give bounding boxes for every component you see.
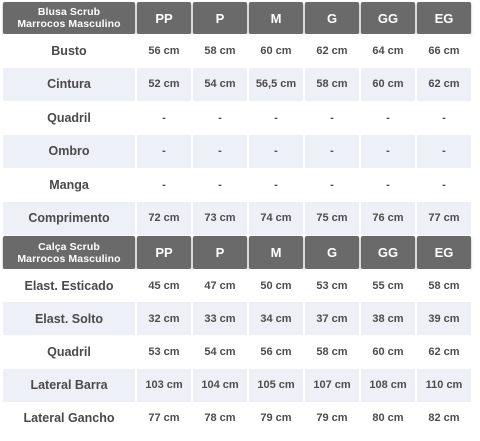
measurement-cell: 73 cm (193, 201, 247, 235)
row-label: Manga (3, 168, 135, 202)
measurement-cell: 52 cm (137, 67, 191, 101)
blusa-size-table: Blusa Scrub Marrocos Masculino PP P M G GG EG Bu… (3, 2, 477, 235)
measurement-cell: - (305, 168, 359, 202)
measurement-cell: - (361, 101, 415, 135)
measurement-cell: 72 cm (137, 201, 191, 235)
measurement-cell: - (361, 168, 415, 202)
measurement-cell: - (193, 134, 247, 168)
size-header-m: M (249, 236, 303, 269)
measurement-cell: - (249, 101, 303, 135)
measurement-cell: 62 cm (305, 34, 359, 68)
measurement-cell: 39 cm (417, 302, 471, 336)
calca-size-table: Calça Scrub Marrocos Masculino PP P M G GG EG El… (3, 236, 477, 435)
measurement-cell: 34 cm (249, 302, 303, 336)
size-header-eg: EG (417, 236, 471, 269)
measurement-cell: 107 cm (305, 368, 359, 402)
table-title-line2: Marrocos Masculino (17, 18, 121, 30)
size-header-g: G (305, 236, 359, 269)
measurement-cell: 38 cm (361, 302, 415, 336)
size-header-pp: PP (137, 2, 191, 34)
measurement-cell: - (137, 101, 191, 135)
measurement-cell: 103 cm (137, 368, 191, 402)
measurement-cell: - (417, 101, 471, 135)
measurement-cell: 56 cm (137, 34, 191, 68)
measurement-cell: 55 cm (361, 269, 415, 303)
table-title-line2: Marrocos Masculino (17, 252, 121, 265)
measurement-cell: 77 cm (137, 401, 191, 435)
measurement-cell: 105 cm (249, 368, 303, 402)
size-header-m: M (249, 2, 303, 34)
row-label: Elast. Solto (3, 302, 135, 336)
row-label: Lateral Gancho (3, 401, 135, 435)
size-header-p: P (193, 2, 247, 34)
measurement-cell: 75 cm (305, 201, 359, 235)
measurement-cell: 47 cm (193, 269, 247, 303)
measurement-cell: 32 cm (137, 302, 191, 336)
row-label: Busto (3, 34, 135, 68)
measurement-cell: 66 cm (417, 34, 471, 68)
measurement-cell: - (193, 168, 247, 202)
measurement-cell: 45 cm (137, 269, 191, 303)
measurement-cell: 56 cm (249, 335, 303, 369)
measurement-cell: 82 cm (417, 401, 471, 435)
measurement-cell: 58 cm (417, 269, 471, 303)
measurement-cell: - (249, 168, 303, 202)
measurement-cell: 60 cm (361, 335, 415, 369)
measurement-cell: 60 cm (249, 34, 303, 68)
measurement-cell: 64 cm (361, 34, 415, 68)
measurement-cell: 60 cm (361, 67, 415, 101)
measurement-cell: 58 cm (305, 335, 359, 369)
size-header-gg: GG (361, 236, 415, 269)
row-label: Comprimento (3, 201, 135, 235)
measurement-cell: - (249, 134, 303, 168)
measurement-cell: 104 cm (193, 368, 247, 402)
table-title: Blusa Scrub Marrocos Masculino (3, 2, 135, 34)
measurement-cell: 37 cm (305, 302, 359, 336)
row-label: Quadril (3, 335, 135, 369)
measurement-cell: - (137, 168, 191, 202)
size-header-gg: GG (361, 2, 415, 34)
measurement-cell: - (193, 101, 247, 135)
table-title-line1: Calça Scrub (38, 240, 100, 253)
measurement-cell: 50 cm (249, 269, 303, 303)
measurement-cell: 53 cm (137, 335, 191, 369)
measurement-cell: - (417, 134, 471, 168)
measurement-cell: 76 cm (361, 201, 415, 235)
measurement-cell: 78 cm (193, 401, 247, 435)
measurement-cell: 56,5 cm (249, 67, 303, 101)
measurement-cell: 79 cm (305, 401, 359, 435)
measurement-cell: - (137, 134, 191, 168)
row-label: Quadril (3, 101, 135, 135)
measurement-cell: 54 cm (193, 67, 247, 101)
measurement-cell: 77 cm (417, 201, 471, 235)
measurement-cell: - (305, 134, 359, 168)
row-label: Lateral Barra (3, 368, 135, 402)
table-title-line1: Blusa Scrub (37, 6, 101, 18)
measurement-cell: 53 cm (305, 269, 359, 303)
measurement-cell: 79 cm (249, 401, 303, 435)
measurement-cell: 58 cm (193, 34, 247, 68)
row-label: Cintura (3, 67, 135, 101)
measurement-cell: 62 cm (417, 67, 471, 101)
row-label: Ombro (3, 134, 135, 168)
measurement-cell: 108 cm (361, 368, 415, 402)
size-header-g: G (305, 2, 359, 34)
measurement-cell: 54 cm (193, 335, 247, 369)
measurement-cell: 33 cm (193, 302, 247, 336)
size-header-eg: EG (417, 2, 471, 34)
measurement-cell: 110 cm (417, 368, 471, 402)
measurement-cell: - (305, 101, 359, 135)
size-header-pp: PP (137, 236, 191, 269)
measurement-cell: 74 cm (249, 201, 303, 235)
table-title: Calça Scrub Marrocos Masculino (3, 236, 135, 269)
measurement-cell: - (417, 168, 471, 202)
row-label: Elast. Esticado (3, 269, 135, 303)
measurement-cell: 58 cm (305, 67, 359, 101)
measurement-cell: - (361, 134, 415, 168)
size-header-p: P (193, 236, 247, 269)
measurement-cell: 62 cm (417, 335, 471, 369)
measurement-cell: 80 cm (361, 401, 415, 435)
